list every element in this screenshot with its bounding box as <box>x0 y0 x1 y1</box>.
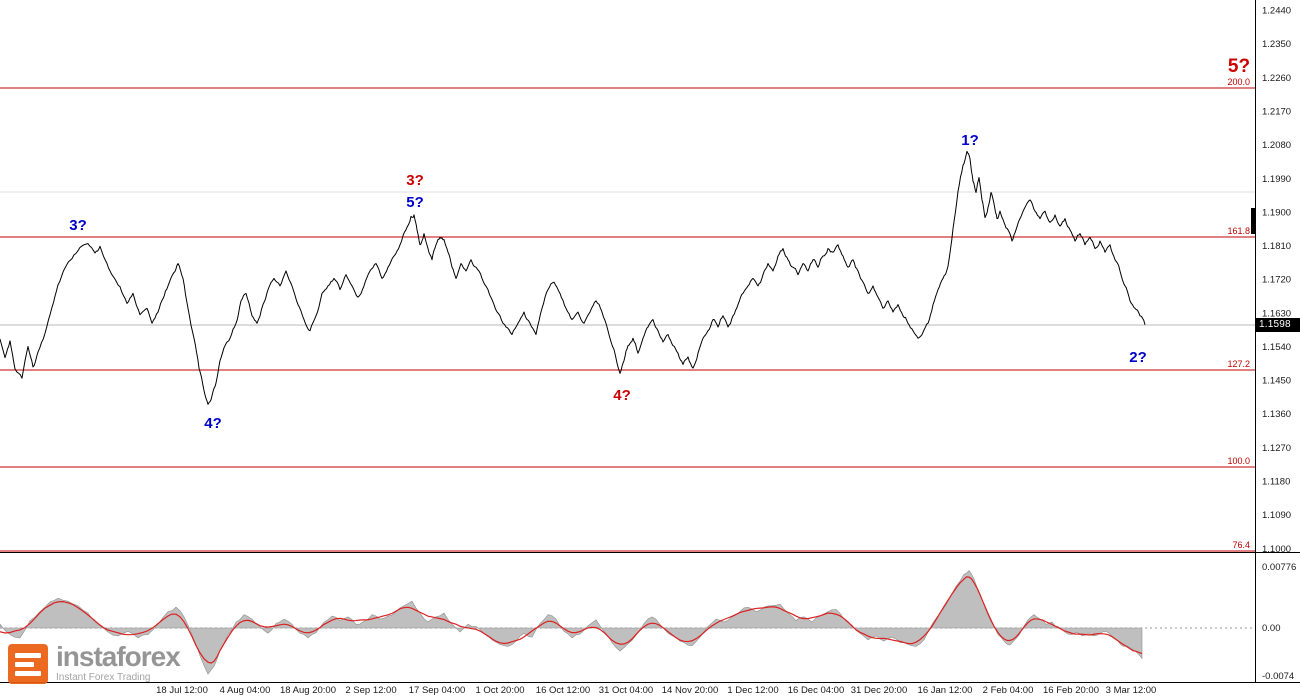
x-axis-label: 2 Feb 04:00 <box>983 685 1034 696</box>
oscillator-zero-label: 0.00 <box>1262 623 1281 634</box>
y-axis-label: 1.1450 <box>1262 376 1291 387</box>
y-axis-label: 1.2440 <box>1262 6 1291 17</box>
x-axis-label: 16 Feb 20:00 <box>1043 685 1099 696</box>
y-axis-label: 1.1900 <box>1262 207 1291 218</box>
instaforex-logo-icon <box>8 644 48 684</box>
x-axis-label: 16 Dec 04:00 <box>788 685 845 696</box>
x-axis-label: 2 Sep 12:00 <box>345 685 396 696</box>
wave-label-2q-6: 2? <box>1129 349 1147 366</box>
fib-level-label-127.2: 127.2 <box>1227 359 1250 369</box>
wave-label-5q-7: 5? <box>1228 56 1250 77</box>
x-axis-label: 18 Aug 20:00 <box>280 685 336 696</box>
price-line <box>0 150 1146 405</box>
y-axis-label: 1.1270 <box>1262 443 1291 454</box>
instaforex-watermark: instaforex Instant Forex Trading <box>8 641 181 684</box>
x-axis-label: 1 Dec 12:00 <box>727 685 778 696</box>
wave-label-4q-1: 4? <box>204 415 222 432</box>
x-axis-label: 14 Nov 20:00 <box>662 685 719 696</box>
x-axis-label: 1 Oct 20:00 <box>475 685 524 696</box>
x-axis-label: 3 Mar 12:00 <box>1106 685 1157 696</box>
fib-level-label-100.0: 100.0 <box>1227 456 1250 466</box>
y-axis-label: 1.1180 <box>1262 476 1290 487</box>
y-axis-label: 1.1090 <box>1262 510 1291 521</box>
wave-label-3q-0: 3? <box>69 217 87 234</box>
wave-label-4q-4: 4? <box>613 387 631 404</box>
y-axis-label: 1.1540 <box>1262 342 1291 353</box>
current-price-badge: 1.1598 <box>1256 318 1300 332</box>
fib-level-label-200.0: 200.0 <box>1227 77 1250 87</box>
wave-label-5q-3: 5? <box>406 194 424 211</box>
x-axis-label: 4 Aug 04:00 <box>220 685 271 696</box>
fib-level-label-161.8: 161.8 <box>1227 226 1250 236</box>
y-axis-label: 1.1630 <box>1262 308 1291 319</box>
oscillator-signal-line <box>0 576 1143 664</box>
y-axis-label: 1.1360 <box>1262 409 1291 420</box>
y-axis-label: 1.1990 <box>1262 174 1291 185</box>
x-axis-label: 16 Oct 12:00 <box>536 685 590 696</box>
brand-name: instaforex <box>56 641 181 672</box>
y-axis-label: 1.1000 <box>1262 544 1291 555</box>
wave-label-3q-2: 3? <box>406 172 424 189</box>
y-axis-label: 1.2170 <box>1262 106 1291 117</box>
x-axis-label: 18 Jul 12:00 <box>156 685 208 696</box>
wave-label-1q-5: 1? <box>961 132 979 149</box>
y-axis-label: 1.1720 <box>1262 275 1291 286</box>
y-axis-label: 1.2080 <box>1262 140 1291 151</box>
fib-level-label-76.4: 76.4 <box>1232 540 1250 550</box>
x-axis-label: 31 Dec 20:00 <box>851 685 908 696</box>
y-axis-label: 1.1810 <box>1262 241 1291 252</box>
x-axis-label: 17 Sep 04:00 <box>409 685 466 696</box>
y-axis-label: 1.2260 <box>1262 73 1291 84</box>
x-axis-label: 16 Jan 12:00 <box>918 685 973 696</box>
x-axis-label: 31 Oct 04:00 <box>599 685 653 696</box>
y-axis-label: 1.2350 <box>1262 39 1291 50</box>
scale-marker <box>1251 208 1256 234</box>
oscillator-min-label: -0.0074 <box>1262 671 1294 682</box>
brand-tagline: Instant Forex Trading <box>56 672 151 683</box>
watermark-text: instaforex Instant Forex Trading <box>56 641 181 684</box>
oscillator-max-label: 0.00776 <box>1262 562 1296 573</box>
